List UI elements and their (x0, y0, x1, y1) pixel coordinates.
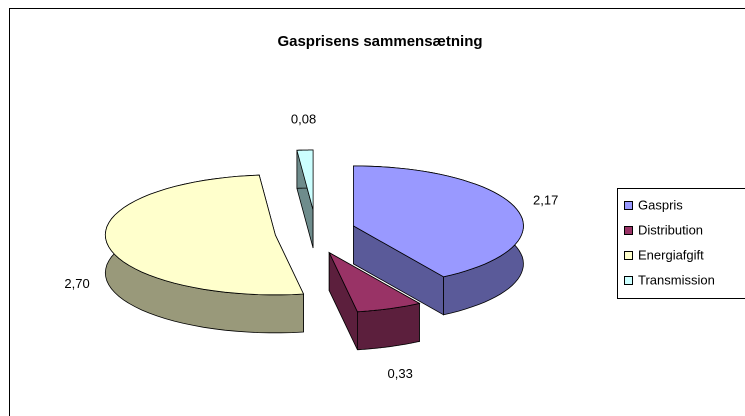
legend-label: Gaspris (638, 197, 683, 212)
legend-label: Energiafgift (638, 247, 704, 262)
legend-swatch (624, 201, 633, 210)
slice (353, 165, 524, 278)
legend-swatch (624, 226, 633, 235)
data-label: 0,08 (291, 112, 316, 127)
legend-swatch (624, 251, 633, 260)
legend: Gaspris Distribution Energiafgift Transmiss… (617, 188, 745, 299)
data-label: 0,33 (388, 366, 413, 381)
data-label: 2,70 (64, 276, 89, 291)
legend-box (617, 188, 745, 299)
slice (104, 174, 305, 296)
data-label: 2,17 (533, 193, 558, 208)
legend-label: Distribution (638, 222, 703, 237)
slice (328, 251, 421, 313)
legend-swatch (624, 276, 633, 285)
slice (296, 149, 314, 211)
chart-title: Gasprisens sammensætning (277, 33, 482, 50)
pie: 2,17 0,33 2,70 0,08 (64, 112, 558, 382)
legend-label: Transmission (638, 272, 715, 287)
